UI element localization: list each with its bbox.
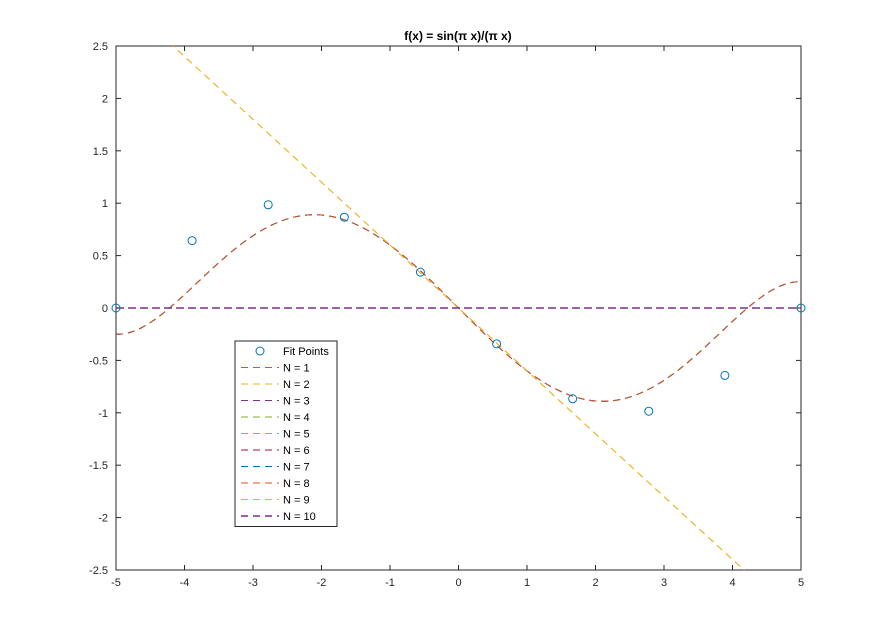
x-tick-label: 4 <box>729 577 735 589</box>
legend: Fit Points N = 1 N = 2 N = 3 N = 4 N = 5 N = 6… <box>234 340 338 527</box>
legend-label-n8: N = 8 <box>283 478 310 490</box>
y-tick-label: 0.5 <box>93 251 108 263</box>
y-tick-label: -2.5 <box>89 565 108 577</box>
fit-point-marker <box>339 212 349 222</box>
legend-label-n5: N = 5 <box>283 429 310 441</box>
legend-marker-fit-points <box>255 346 265 356</box>
y-tick-label: 0 <box>102 303 108 315</box>
legend-label-n9: N = 9 <box>283 495 310 507</box>
fit-point-marker <box>644 406 654 416</box>
x-tick-label: 2 <box>592 577 598 589</box>
fit-point-marker <box>263 200 273 210</box>
y-tick-label: 1 <box>102 198 108 210</box>
y-tick-label: 2.5 <box>93 41 108 53</box>
fit-point-marker <box>720 370 730 380</box>
legend-label-n3: N = 3 <box>283 396 310 408</box>
fit-points-layer <box>111 200 806 416</box>
legend-label-n6: N = 6 <box>283 445 310 457</box>
legend-label-n2: N = 2 <box>283 379 310 391</box>
fit-point-marker <box>187 236 197 246</box>
legend-label-n1: N = 1 <box>283 363 310 375</box>
y-tick-label: -1 <box>98 408 108 420</box>
x-tick-label: -1 <box>385 577 395 589</box>
series-line-n9 <box>172 46 745 570</box>
series-layer <box>116 46 801 570</box>
y-tick-label: -0.5 <box>89 355 108 367</box>
legend-label-n4: N = 4 <box>283 412 310 424</box>
x-tick-label: -5 <box>111 577 121 589</box>
y-tick-label: 2 <box>102 93 108 105</box>
fit-point-marker <box>111 303 121 313</box>
x-tick-label: -3 <box>248 577 258 589</box>
fit-point-marker <box>492 339 502 349</box>
x-tick-label: 3 <box>661 577 667 589</box>
x-tick-label: -4 <box>180 577 190 589</box>
y-tick-label: 1.5 <box>93 146 108 158</box>
legend-label-fit-points: Fit Points <box>283 346 329 358</box>
fit-point-marker <box>796 303 806 313</box>
fit-point-marker <box>415 267 425 277</box>
y-tick-label: -1.5 <box>89 460 108 472</box>
y-axis: -2.5 -2 -1.5 -1 -0.5 0 0.5 1 1.5 2 2.5 <box>89 41 801 577</box>
x-tick-label: -2 <box>317 577 327 589</box>
x-tick-label: 1 <box>524 577 530 589</box>
chart-title: f(x) = sin(π x)/(π x) <box>404 29 511 43</box>
legend-label-n10: N = 10 <box>283 511 316 523</box>
legend-box <box>234 340 338 527</box>
x-tick-label: 5 <box>798 577 804 589</box>
fit-point-marker <box>568 394 578 404</box>
x-axis: -5 -4 -3 -2 -1 0 1 2 3 4 5 <box>111 46 804 589</box>
x-tick-label: 0 <box>455 577 461 589</box>
legend-label-n7: N = 7 <box>283 462 310 474</box>
y-tick-label: -2 <box>98 513 108 525</box>
